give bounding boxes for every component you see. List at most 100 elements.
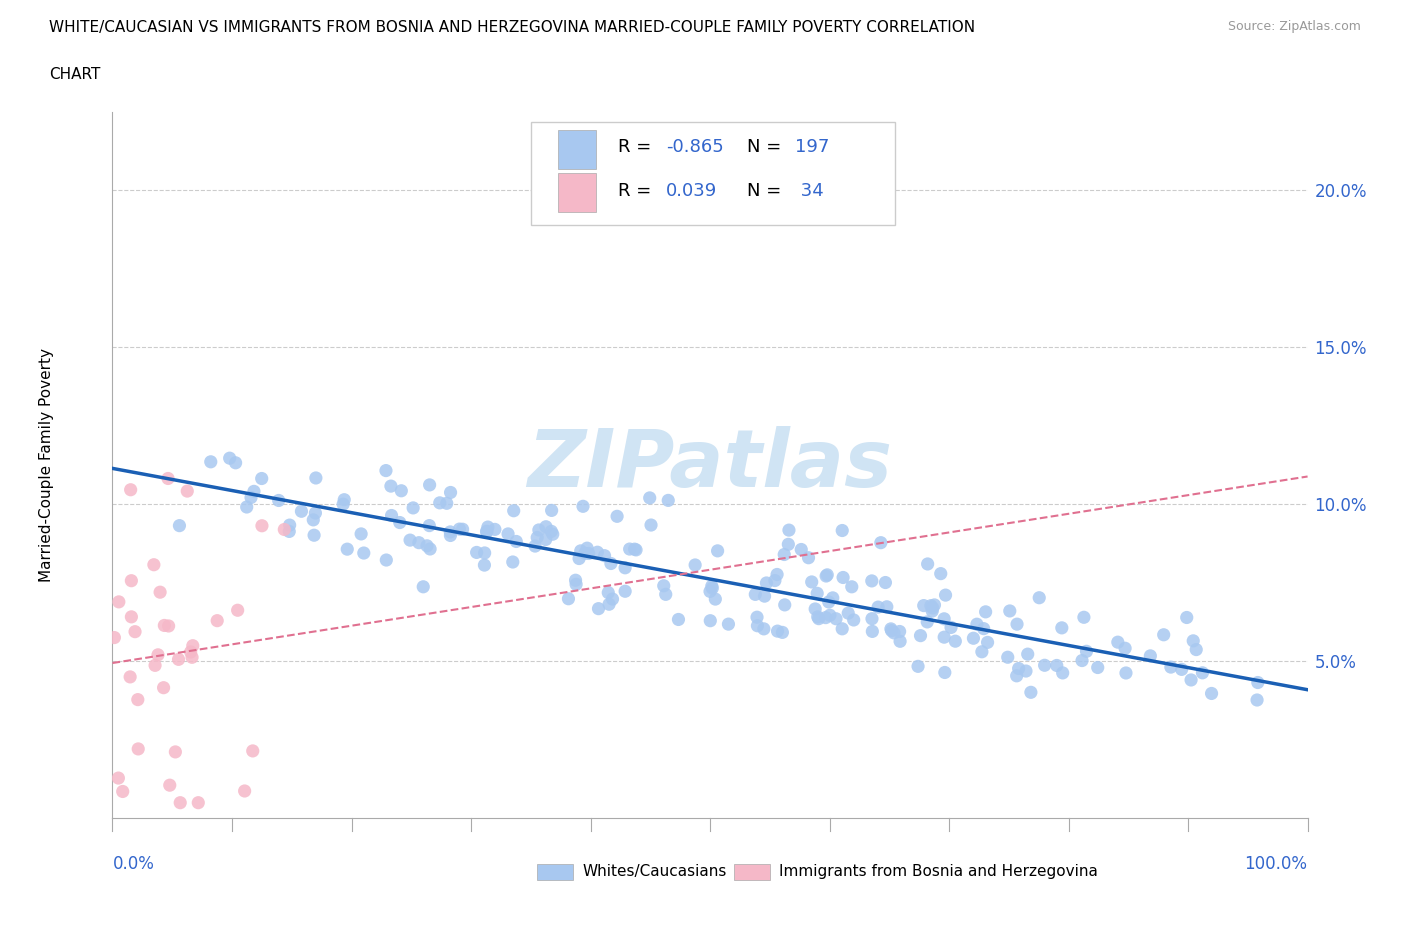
Point — [149, 585, 172, 600]
Point — [976, 635, 998, 650]
Point — [817, 594, 839, 609]
Point — [717, 617, 740, 631]
Point — [1052, 666, 1074, 681]
Text: 0.0%: 0.0% — [112, 856, 155, 873]
Point — [1005, 617, 1028, 631]
Point — [962, 631, 984, 645]
Point — [534, 532, 557, 547]
Point — [790, 542, 813, 557]
Point — [526, 530, 548, 545]
Point — [302, 528, 325, 543]
Text: Married-Couple Family Poverty: Married-Couple Family Poverty — [39, 348, 55, 582]
Point — [127, 741, 149, 756]
Text: Immigrants from Bosnia and Herzegovina: Immigrants from Bosnia and Herzegovina — [779, 864, 1098, 879]
Text: ZIPatlas: ZIPatlas — [527, 426, 893, 504]
Point — [766, 624, 789, 639]
Point — [505, 534, 527, 549]
Point — [569, 543, 592, 558]
Point — [755, 576, 778, 591]
Point — [527, 523, 550, 538]
Point — [477, 520, 499, 535]
Bar — [537, 864, 572, 880]
Point — [439, 528, 461, 543]
Point — [860, 624, 883, 639]
Point — [1114, 641, 1136, 656]
Point — [146, 647, 169, 662]
Point — [474, 558, 496, 573]
FancyBboxPatch shape — [531, 122, 896, 225]
Point — [578, 546, 600, 561]
Bar — [558, 173, 596, 212]
Point — [1153, 628, 1175, 643]
Point — [200, 455, 222, 470]
Text: WHITE/CAUCASIAN VS IMMIGRANTS FROM BOSNIA AND HERZEGOVINA MARRIED-COUPLE FAMILY : WHITE/CAUCASIAN VS IMMIGRANTS FROM BOSNI… — [49, 20, 976, 35]
Text: CHART: CHART — [49, 67, 101, 82]
Text: Whites/Caucasians: Whites/Caucasians — [582, 864, 727, 879]
Point — [921, 601, 943, 616]
Point — [1015, 664, 1038, 679]
Point — [912, 598, 935, 613]
Point — [572, 498, 595, 513]
Point — [127, 692, 149, 707]
Point — [474, 546, 496, 561]
Point — [565, 577, 588, 591]
Point — [350, 526, 373, 541]
Text: 0.039: 0.039 — [666, 181, 717, 200]
Point — [825, 611, 848, 626]
Point — [593, 549, 616, 564]
Point — [970, 644, 993, 659]
Point — [465, 545, 488, 560]
Point — [181, 650, 204, 665]
Point — [169, 795, 191, 810]
Point — [250, 518, 273, 533]
Point — [915, 615, 938, 630]
Point — [380, 508, 402, 523]
Point — [869, 536, 891, 551]
Point — [1087, 660, 1109, 675]
Text: 100.0%: 100.0% — [1244, 856, 1308, 873]
Point — [1246, 693, 1268, 708]
Point — [624, 542, 647, 557]
Point — [744, 587, 766, 602]
Point — [1170, 662, 1192, 677]
Point — [167, 652, 190, 667]
Point — [883, 625, 905, 640]
Point — [332, 497, 354, 512]
Point — [120, 609, 142, 624]
Point — [333, 492, 356, 507]
Point — [451, 522, 474, 537]
Point — [1073, 610, 1095, 625]
Point — [576, 540, 599, 555]
Point — [557, 591, 579, 606]
Point — [176, 484, 198, 498]
Bar — [558, 130, 596, 168]
Point — [449, 522, 471, 537]
Text: 197: 197 — [794, 138, 830, 155]
Point — [416, 538, 439, 553]
Point — [966, 617, 988, 631]
Point — [250, 472, 273, 486]
Point — [807, 609, 830, 624]
Point — [614, 561, 637, 576]
Point — [1160, 659, 1182, 674]
Point — [778, 537, 800, 551]
Point — [821, 591, 844, 605]
Point — [541, 526, 564, 541]
Point — [745, 610, 768, 625]
Point — [169, 518, 191, 533]
Point — [889, 634, 911, 649]
Point — [218, 451, 240, 466]
Point — [402, 500, 425, 515]
Point — [290, 504, 312, 519]
Point — [704, 591, 727, 606]
Point — [418, 518, 440, 533]
Point — [1191, 665, 1213, 680]
Point — [235, 499, 257, 514]
Point — [304, 506, 326, 521]
Point — [1107, 635, 1129, 650]
Point — [806, 586, 828, 601]
Point — [1182, 633, 1205, 648]
Point — [475, 524, 498, 538]
Point — [165, 745, 187, 760]
Point — [187, 795, 209, 810]
